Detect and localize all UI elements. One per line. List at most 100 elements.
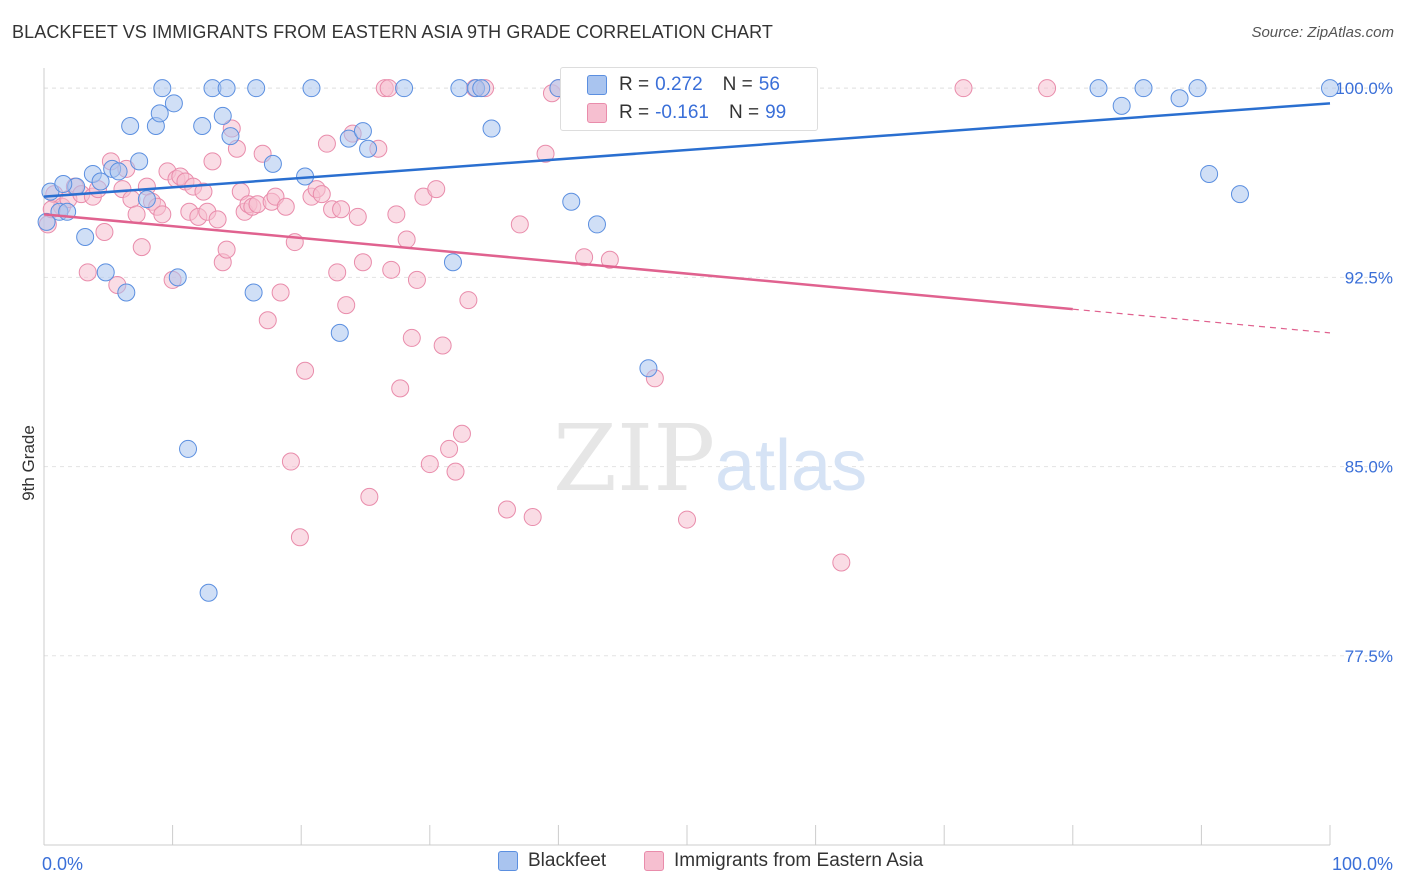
- legend-item-blackfeet[interactable]: Blackfeet: [498, 850, 606, 872]
- eastern-asia-point: [353, 253, 372, 272]
- blackfeet-point: [562, 192, 581, 211]
- eastern-asia-point: [433, 336, 452, 355]
- chart-title: BLACKFEET VS IMMIGRANTS FROM EASTERN ASI…: [12, 22, 774, 42]
- eastern-asia-point: [446, 462, 465, 481]
- y-tick-label: 92.5%: [1345, 268, 1393, 287]
- blackfeet-point: [1170, 89, 1189, 108]
- legend-label: Blackfeet: [528, 850, 607, 871]
- n-label: N =: [728, 102, 760, 123]
- legend-swatch-blue: [587, 75, 607, 95]
- trend-lines: [43, 102, 1331, 334]
- blackfeet-point: [1230, 185, 1249, 204]
- eastern-asia-point: [312, 185, 331, 204]
- eastern-asia-trend-line: [43, 213, 1073, 311]
- blackfeet-point: [213, 106, 232, 125]
- x-tick-label: 100.0%: [1332, 854, 1393, 874]
- eastern-asia-point: [459, 291, 478, 310]
- eastern-asia-point: [208, 210, 227, 229]
- y-tick-label: 100.0%: [1335, 79, 1393, 98]
- data-points: [37, 79, 1339, 602]
- blackfeet-point: [1200, 164, 1219, 183]
- blackfeet-point: [1112, 96, 1131, 115]
- y-tick-label: 85.0%: [1345, 458, 1393, 477]
- eastern-asia-point: [832, 553, 851, 572]
- eastern-asia-point: [387, 205, 406, 224]
- blackfeet-point: [639, 359, 658, 378]
- legend-row-blackfeet: R = 0.272 N = 56: [587, 74, 780, 96]
- legend-swatch-pink: [644, 851, 664, 871]
- eastern-asia-point: [407, 270, 426, 289]
- r-label: R =: [619, 74, 650, 95]
- n-value: 56: [758, 74, 780, 95]
- blackfeet-point: [91, 172, 110, 191]
- blackfeet-point: [117, 283, 136, 302]
- blackfeet-point: [1321, 79, 1339, 98]
- eastern-asia-point: [296, 361, 315, 380]
- eastern-asia-point: [122, 190, 141, 209]
- r-label: R =: [619, 102, 650, 123]
- blackfeet-point: [587, 215, 606, 234]
- blackfeet-point: [472, 79, 491, 98]
- eastern-asia-point: [382, 260, 401, 279]
- r-value: 0.272: [655, 74, 703, 95]
- legend-label: Immigrants from Eastern Asia: [674, 850, 924, 871]
- blackfeet-point: [339, 129, 358, 148]
- blackfeet-point: [359, 139, 378, 158]
- blackfeet-point: [1089, 79, 1108, 98]
- y-axis-label: 9th Grade: [19, 425, 38, 501]
- eastern-asia-point: [332, 200, 351, 219]
- eastern-asia-point: [78, 263, 97, 282]
- grid-lines: [44, 87, 1392, 657]
- eastern-asia-point: [360, 487, 379, 506]
- blackfeet-point: [221, 127, 240, 146]
- r-value: -0.161: [655, 102, 709, 123]
- blackfeet-trend-line: [43, 102, 1331, 198]
- blackfeet-point: [1134, 79, 1153, 98]
- x-tick-label: 0.0%: [42, 854, 83, 874]
- blackfeet-point: [109, 162, 128, 181]
- blackfeet-point: [353, 122, 372, 141]
- eastern-asia-point: [510, 215, 529, 234]
- blackfeet-point: [137, 190, 156, 209]
- eastern-asia-point: [276, 197, 295, 216]
- blackfeet-point: [217, 79, 236, 98]
- eastern-asia-point: [217, 240, 236, 259]
- eastern-asia-point: [194, 182, 213, 201]
- blackfeet-point: [54, 175, 73, 194]
- eastern-asia-point: [678, 510, 696, 529]
- watermark-atlas: atlas: [715, 426, 867, 506]
- blackfeet-point: [302, 79, 321, 98]
- legend-swatch-blue: [498, 851, 518, 871]
- eastern-asia-point: [427, 180, 446, 199]
- eastern-asia-point: [132, 238, 151, 257]
- eastern-asia-point: [600, 250, 619, 269]
- eastern-asia-point: [523, 508, 542, 527]
- eastern-asia-point: [281, 452, 300, 471]
- blackfeet-point: [179, 439, 198, 458]
- eastern-asia-point: [379, 79, 398, 98]
- n-label: N =: [722, 74, 753, 95]
- blackfeet-point: [199, 583, 218, 602]
- blackfeet-point: [153, 79, 172, 98]
- blackfeet-point: [193, 117, 212, 136]
- eastern-asia-point: [954, 79, 973, 98]
- eastern-asia-point: [337, 296, 356, 315]
- eastern-asia-point: [536, 144, 555, 163]
- blackfeet-point: [443, 253, 462, 272]
- eastern-asia-point: [575, 248, 594, 267]
- eastern-asia-point: [271, 283, 290, 302]
- blackfeet-point: [244, 283, 263, 302]
- eastern-asia-point: [95, 222, 114, 241]
- eastern-asia-point: [440, 439, 459, 458]
- blackfeet-point: [330, 323, 349, 342]
- eastern-asia-point: [127, 205, 146, 224]
- blackfeet-point: [450, 79, 469, 98]
- legend-item-eastern-asia[interactable]: Immigrants from Eastern Asia: [644, 850, 923, 872]
- watermark-zip: ZIP: [553, 405, 715, 512]
- legend-row-eastern-asia: R = -0.161 N = 99: [587, 102, 786, 124]
- blackfeet-point: [263, 154, 282, 173]
- blackfeet-point: [1188, 79, 1207, 98]
- tick-labels: 77.5% 85.0% 92.5% 100.0% 0.0% 100.0%: [42, 79, 1393, 874]
- eastern-asia-point: [258, 311, 277, 330]
